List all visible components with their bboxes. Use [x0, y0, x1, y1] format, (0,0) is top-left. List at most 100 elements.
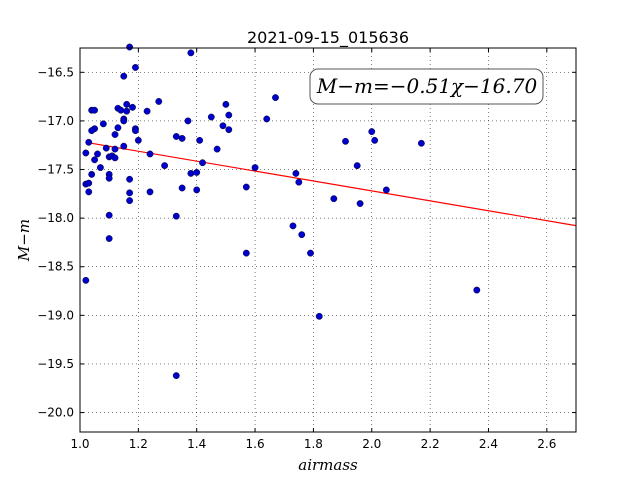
- y-tick-label: −19.0: [37, 308, 74, 322]
- data-point: [213, 145, 221, 153]
- data-point: [172, 133, 180, 140]
- data-point: [134, 136, 142, 144]
- data-point: [85, 138, 93, 146]
- data-point: [382, 186, 390, 194]
- data-point: [315, 312, 323, 320]
- data-point: [117, 106, 125, 114]
- data-point: [111, 154, 119, 162]
- plot-area-background: [80, 48, 576, 432]
- x-axis-label: airmass: [298, 456, 358, 474]
- data-point: [120, 72, 128, 80]
- data-point: [225, 126, 233, 134]
- data-point: [219, 122, 227, 130]
- y-tick-label: −17.5: [37, 163, 74, 177]
- data-points: [82, 43, 481, 380]
- data-point: [242, 183, 250, 191]
- data-point: [88, 170, 96, 178]
- data-point: [105, 235, 113, 242]
- chart-title: 2021-09-15_015636: [247, 28, 409, 48]
- x-tick-label: 1.0: [70, 437, 89, 451]
- data-point: [155, 98, 163, 105]
- data-point: [207, 113, 215, 121]
- x-tick-label: 1.6: [246, 437, 265, 451]
- x-axis-ticks: 1.0 1.2 1.4 1.6 1.8 2.0 2.2 2.4 2.6: [70, 48, 556, 451]
- x-tick-label: 1.8: [304, 437, 323, 451]
- fit-equation-box: M−m=−0.51χ−16.70: [309, 68, 544, 105]
- data-point: [417, 139, 425, 147]
- data-point: [94, 150, 101, 158]
- data-point: [105, 174, 113, 182]
- fit-equation-frame: [309, 68, 544, 105]
- data-point: [172, 212, 180, 220]
- y-tick-label: −20.0: [37, 406, 74, 420]
- data-point: [242, 249, 250, 257]
- data-point: [85, 188, 93, 196]
- y-tick-label: −16.5: [37, 65, 74, 79]
- data-point: [161, 162, 169, 170]
- data-point: [295, 178, 303, 186]
- data-point: [120, 117, 128, 125]
- data-point: [97, 164, 104, 171]
- y-tick-label: −17.0: [37, 114, 74, 128]
- data-point: [368, 128, 376, 136]
- x-tick-label: 2.2: [421, 437, 440, 451]
- data-point: [222, 100, 230, 108]
- data-point: [126, 197, 134, 205]
- fit-line-layer: [85, 141, 577, 227]
- x-tick-label: 2.4: [479, 437, 498, 451]
- data-point: [146, 150, 154, 158]
- data-point: [178, 184, 186, 192]
- data-point: [132, 64, 139, 71]
- fit-equation-text: M−m=−0.51χ−16.70: [316, 74, 538, 98]
- data-point: [82, 149, 90, 157]
- plot-frame: [79, 47, 577, 433]
- x-tick-label: 1.2: [129, 437, 148, 451]
- data-point: [85, 179, 93, 187]
- data-point: [371, 136, 379, 144]
- data-point: [292, 170, 300, 177]
- y-axis-ticks: −16.5 −17.0 −17.5 −18.0 −18.5 −19.0 −19.5 −20.0: [37, 65, 576, 420]
- x-tick-label: 2.0: [362, 437, 381, 451]
- data-point: [99, 120, 107, 128]
- data-point: [199, 159, 206, 167]
- data-point: [330, 195, 338, 203]
- data-point: [126, 175, 134, 183]
- data-point: [187, 170, 195, 177]
- data-point: [196, 136, 204, 144]
- data-point: [178, 135, 186, 142]
- data-point: [102, 144, 110, 152]
- x-tick-label: 2.6: [537, 437, 556, 451]
- data-point: [172, 372, 180, 380]
- data-point: [251, 164, 259, 171]
- data-point: [342, 137, 349, 145]
- data-point: [114, 124, 122, 132]
- data-point: [353, 162, 361, 170]
- data-point: [120, 142, 128, 150]
- data-point: [91, 156, 98, 164]
- y-tick-label: −18.5: [37, 260, 74, 274]
- data-point: [123, 107, 131, 115]
- y-tick-label: −19.5: [37, 357, 74, 371]
- data-point: [356, 200, 364, 207]
- data-point: [91, 106, 98, 114]
- y-axis-label: M−m: [15, 219, 33, 262]
- data-point: [143, 107, 151, 115]
- data-point: [272, 94, 279, 101]
- data-point: [193, 186, 201, 194]
- y-tick-label: −18.0: [37, 211, 74, 225]
- data-point: [187, 49, 195, 57]
- data-point: [193, 169, 201, 176]
- data-point: [129, 103, 136, 111]
- data-point: [88, 127, 96, 135]
- data-point: [111, 145, 119, 153]
- data-point: [225, 111, 233, 119]
- data-point: [82, 276, 90, 284]
- data-point: [132, 127, 139, 135]
- data-point: [473, 286, 481, 294]
- data-point: [105, 211, 113, 219]
- data-point: [126, 189, 134, 197]
- data-point: [126, 43, 134, 51]
- data-point: [289, 222, 297, 230]
- data-point: [263, 115, 271, 123]
